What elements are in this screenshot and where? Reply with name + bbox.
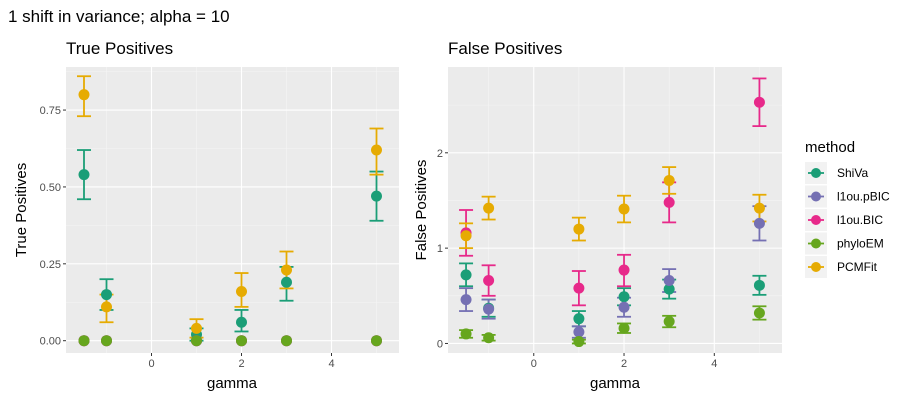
y-tick-label: 0.25 <box>40 259 61 271</box>
y-tick-label: 0.00 <box>40 336 61 348</box>
true-positives-ticks: 0 2 4 0.00 0.25 0.50 0.75 <box>40 105 335 370</box>
x-tick-label: 4 <box>711 358 717 370</box>
shiva-point <box>573 313 585 325</box>
l1ou-bic-point <box>618 264 630 276</box>
l1ou-pbic-point <box>618 301 630 313</box>
y-tick-label: 0 <box>437 338 443 350</box>
false-positives-plot-area <box>448 67 782 353</box>
legend-key-point <box>811 215 821 225</box>
x-tick-label: 2 <box>621 358 627 370</box>
y-tick-label: 0.50 <box>40 182 61 194</box>
pcmfit-point <box>460 230 472 242</box>
shiva-point <box>101 289 112 301</box>
l1ou-pbic-point <box>460 294 472 306</box>
true-positives-y-axis-title: True Positives <box>13 163 30 257</box>
legend-key-point <box>811 238 821 249</box>
phyloem-point <box>191 335 202 347</box>
phyloem-point <box>663 316 675 328</box>
shiva-point <box>371 190 382 202</box>
phyloem-point <box>371 335 382 347</box>
pcmfit-point <box>753 202 765 214</box>
phyloem-point <box>78 335 90 347</box>
x-tick-label: 0 <box>148 358 154 370</box>
l1ou-bic-point <box>573 282 585 294</box>
pcmfit-point <box>236 285 247 297</box>
pcmfit-point <box>101 301 112 313</box>
l1ou-pbic-point <box>663 275 675 287</box>
shiva-point <box>281 276 292 288</box>
false-positives-marks <box>459 77 767 348</box>
x-tick-label: 4 <box>328 358 334 370</box>
shiva-point <box>460 269 472 281</box>
l1ou-bic-point <box>753 96 765 108</box>
phyloem-point <box>573 336 585 348</box>
legend-items: ShiVa l1ou.pBIC l1ou.BIC phyloEM PCMFit <box>805 162 890 278</box>
figure-title: 1 shift in variance; alpha = 10 <box>8 7 230 26</box>
l1ou-pbic-point <box>753 217 765 229</box>
legend-item-l1ou-bic: l1ou.BIC <box>805 209 883 231</box>
legend-key-point <box>811 191 821 202</box>
true-positives-x-axis-title: gamma <box>207 375 258 392</box>
true-positives-marks <box>77 75 384 347</box>
y-tick-label: 0.75 <box>40 105 61 117</box>
legend-item-shiva: ShiVa <box>805 162 868 184</box>
legend-label: PCMFit <box>837 260 878 274</box>
phyloem-point <box>281 335 292 347</box>
legend-key-point <box>811 168 821 178</box>
phyloem-point <box>618 322 630 334</box>
legend-label: ShiVa <box>837 166 868 180</box>
pcmfit-point <box>618 203 630 215</box>
legend: method ShiVa l1ou.pBIC l1ou.BIC phyloEM PCMF… <box>805 139 890 278</box>
x-tick-label: 0 <box>531 358 537 370</box>
y-tick-label: 1 <box>437 243 443 255</box>
phyloem-point <box>753 307 765 319</box>
legend-title: method <box>805 139 855 156</box>
y-tick-label: 2 <box>437 148 443 160</box>
false-positives-ticks: 0 2 4 0 1 2 <box>437 148 717 370</box>
x-tick-label: 2 <box>238 358 244 370</box>
phyloem-point <box>460 328 472 340</box>
pcmfit-point <box>663 174 675 186</box>
pcmfit-point <box>371 144 382 156</box>
legend-item-l1ou-pbic: l1ou.pBIC <box>805 185 890 208</box>
legend-item-pcmfit: PCMFit <box>805 256 878 278</box>
l1ou-bic-point <box>663 196 675 208</box>
shiva-point <box>753 279 765 291</box>
legend-label: phyloEM <box>837 237 884 251</box>
legend-key-point <box>811 262 821 272</box>
pcmfit-point <box>483 202 495 214</box>
phyloem-point <box>483 332 495 344</box>
legend-label: l1ou.pBIC <box>837 190 890 204</box>
l1ou-pbic-point <box>573 326 585 338</box>
false-positives-y-axis-title: False Positives <box>413 160 430 261</box>
false-positives-x-axis-title: gamma <box>590 375 641 392</box>
pcmfit-point <box>191 322 202 334</box>
shiva-point <box>618 291 630 303</box>
pcmfit-point <box>78 89 90 101</box>
true-positives-title: True Positives <box>66 39 173 58</box>
shiva-point <box>78 169 90 181</box>
shiva-point <box>236 316 247 328</box>
l1ou-pbic-point <box>483 303 495 315</box>
pcmfit-point <box>573 223 585 235</box>
false-positives-panel: False Positives 0 2 4 0 1 2 gamma False Posit… <box>413 39 782 392</box>
true-positives-panel: True Positives 0 2 4 0.00 0.25 0.50 0.75 gamma… <box>13 39 399 392</box>
phyloem-point <box>236 335 247 347</box>
true-positives-plot-area <box>66 67 399 353</box>
legend-label: l1ou.BIC <box>837 213 883 227</box>
l1ou-bic-point <box>483 275 495 287</box>
pcmfit-point <box>281 264 292 276</box>
legend-item-phyloem: phyloEM <box>805 232 884 255</box>
phyloem-point <box>101 335 112 347</box>
false-positives-title: False Positives <box>448 39 562 58</box>
shiva-point <box>663 283 675 295</box>
